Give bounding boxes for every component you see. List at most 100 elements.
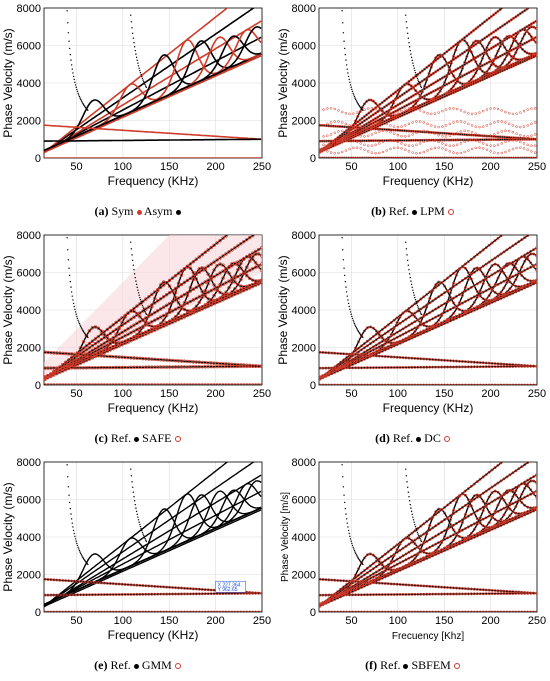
red-circle-marker bbox=[474, 71, 478, 75]
red-circle-marker bbox=[452, 365, 455, 369]
red-circle-marker bbox=[463, 312, 467, 316]
lpm-spurious-marker bbox=[530, 144, 533, 147]
red-circle-marker bbox=[452, 271, 455, 275]
red-circle-marker bbox=[365, 117, 369, 121]
red-circle-marker bbox=[81, 354, 86, 358]
red-circle-marker bbox=[425, 66, 429, 69]
red-circle-marker bbox=[236, 263, 240, 267]
red-circle-marker bbox=[525, 25, 529, 29]
red-circle-marker bbox=[483, 36, 487, 40]
red-circle-marker bbox=[463, 262, 467, 266]
red-circle-marker bbox=[454, 68, 458, 72]
cutoff-dot bbox=[79, 97, 81, 99]
red-circle-marker bbox=[526, 257, 530, 261]
red-circle-marker bbox=[422, 383, 426, 385]
red-circle-marker bbox=[469, 308, 473, 312]
y-tick-label: 0 bbox=[35, 607, 41, 619]
red-circle-marker bbox=[371, 348, 375, 352]
red-circle-marker bbox=[203, 383, 207, 385]
red-circle-marker bbox=[342, 363, 346, 367]
red-circle-marker bbox=[81, 358, 86, 362]
red-circle-marker bbox=[251, 383, 255, 385]
red-circle-marker bbox=[465, 55, 469, 58]
red-circle-marker bbox=[386, 338, 390, 342]
lpm-spurious-marker bbox=[322, 148, 325, 151]
red-circle-marker bbox=[209, 262, 213, 266]
red-circle-marker bbox=[487, 56, 491, 60]
red-circle-marker bbox=[449, 291, 452, 295]
red-circle-marker bbox=[527, 32, 531, 36]
cutoff-dot bbox=[408, 42, 410, 44]
lpm-spurious-marker bbox=[370, 107, 374, 110]
red-circle-marker bbox=[463, 61, 467, 64]
red-circle-marker bbox=[351, 363, 354, 366]
red-circle-marker bbox=[496, 236, 500, 240]
red-circle-marker bbox=[363, 130, 366, 134]
cutoff-dot bbox=[75, 313, 77, 315]
red-circle-marker bbox=[514, 266, 518, 270]
cutoff-dot bbox=[67, 249, 69, 251]
red-circle-marker bbox=[398, 366, 402, 369]
cutoff-dot bbox=[78, 321, 80, 323]
caption-c-letter: (c) bbox=[94, 431, 108, 445]
red-circle-marker bbox=[412, 94, 415, 97]
red-circle-marker bbox=[46, 374, 50, 378]
red-circle-marker bbox=[445, 94, 449, 97]
lpm-spurious-marker bbox=[448, 122, 452, 126]
red-circle-marker bbox=[455, 273, 458, 277]
red-circle-marker bbox=[507, 61, 511, 64]
red-circle-marker bbox=[489, 38, 493, 41]
red-circle-marker bbox=[79, 580, 82, 583]
red-circle-marker bbox=[452, 301, 455, 305]
red-circle-marker bbox=[425, 78, 429, 82]
y-axis-label: Phase Velocity (m/s) bbox=[1, 482, 15, 591]
red-circle-marker bbox=[114, 582, 118, 586]
cutoff-dot bbox=[135, 283, 138, 286]
ref-mode-line bbox=[319, 138, 537, 142]
red-circle-marker bbox=[407, 102, 411, 106]
red-circle-marker bbox=[209, 276, 213, 281]
red-circle-marker bbox=[191, 298, 196, 302]
y-tick-label: 4000 bbox=[17, 305, 41, 317]
lpm-spurious-marker bbox=[422, 121, 426, 124]
red-circle-marker bbox=[438, 67, 442, 71]
cutoff-dot bbox=[420, 313, 423, 316]
lpm-spurious-marker bbox=[478, 133, 481, 137]
panel-c: 50 100 150 200 250 0 2000 4000 6000 8000 Frequency… bbox=[0, 227, 275, 454]
lpm-spurious-marker bbox=[370, 121, 374, 124]
red-circle-marker bbox=[452, 74, 455, 78]
lpm-spurious-marker bbox=[404, 135, 407, 138]
red-circle-marker bbox=[449, 90, 453, 94]
cutoff-dot bbox=[87, 336, 89, 339]
cutoff-dot bbox=[136, 286, 138, 289]
y-tick-label: 8000 bbox=[292, 3, 316, 15]
red-circle-marker bbox=[428, 365, 432, 369]
red-circle-marker bbox=[99, 329, 104, 333]
red-circle-marker bbox=[478, 53, 482, 57]
red-circle-marker bbox=[437, 314, 441, 317]
red-circle-marker bbox=[449, 61, 453, 65]
red-circle-marker bbox=[84, 334, 89, 338]
red-circle-marker bbox=[502, 292, 506, 296]
red-circle-marker bbox=[452, 318, 455, 321]
red-circle-marker bbox=[185, 265, 190, 269]
red-circle-marker bbox=[452, 359, 455, 363]
red-circle-marker bbox=[49, 578, 53, 582]
red-circle-marker bbox=[182, 267, 187, 271]
red-circle-marker bbox=[419, 323, 423, 327]
red-circle-marker bbox=[239, 288, 243, 292]
red-circle-marker bbox=[452, 296, 455, 300]
lpm-spurious-marker bbox=[418, 142, 422, 145]
y-tick-label: 4000 bbox=[17, 78, 41, 90]
red-circle-marker bbox=[72, 356, 77, 360]
cutoff-dot bbox=[350, 86, 352, 88]
red-circle-marker bbox=[371, 383, 375, 385]
red-circle-marker bbox=[66, 383, 71, 385]
red-circle-marker bbox=[348, 360, 352, 364]
y-tick-label: 6000 bbox=[292, 268, 316, 280]
red-circle-marker bbox=[395, 321, 399, 324]
red-circle-marker bbox=[400, 106, 404, 110]
red-circle-marker bbox=[324, 383, 328, 385]
red-circle-marker bbox=[105, 327, 109, 332]
red-circle-marker bbox=[179, 383, 184, 385]
